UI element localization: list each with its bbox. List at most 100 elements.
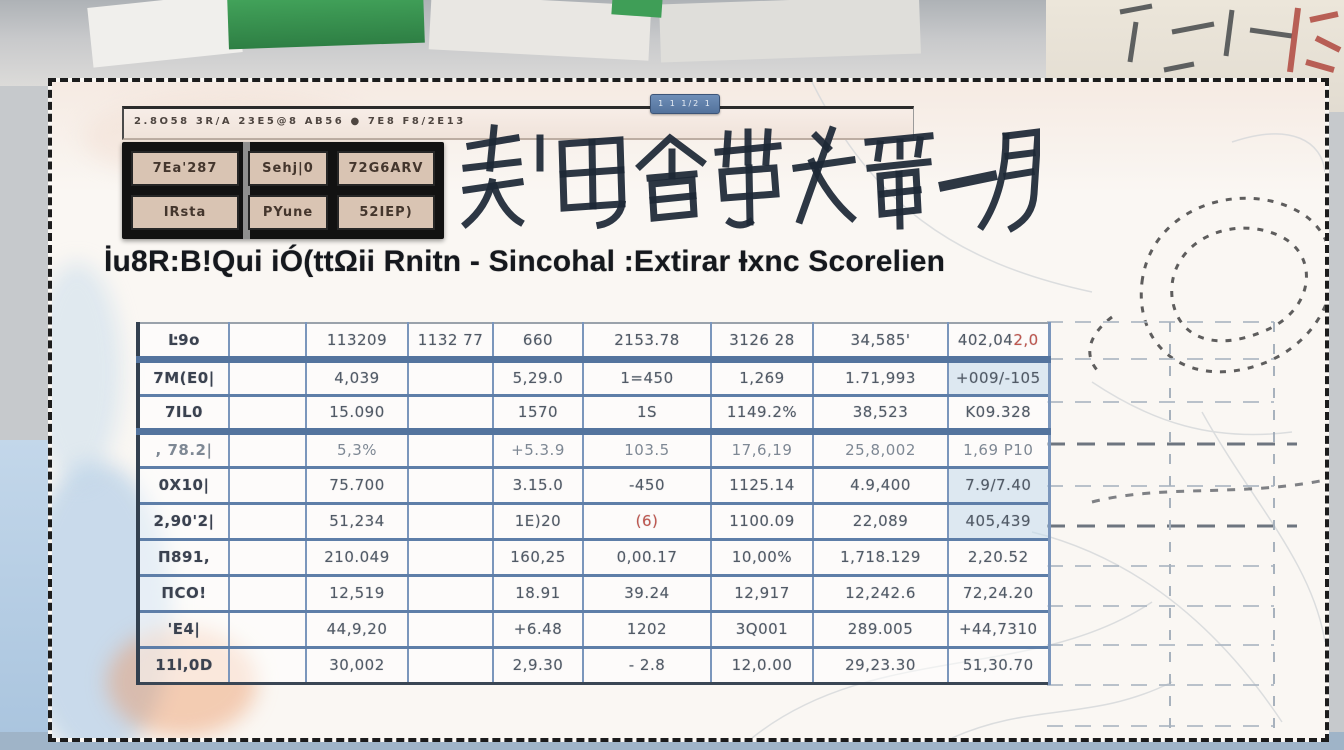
table-cell: +5.3.9	[492, 427, 583, 467]
table-cell: 1,718.129	[812, 537, 948, 575]
table-cell: 0X10|	[136, 465, 229, 503]
table-cell: 51,234	[305, 501, 408, 539]
table-cell	[407, 609, 493, 647]
table-cell: 1570	[492, 393, 583, 431]
map-decor-svg	[751, 82, 1325, 738]
table-cell: 660	[492, 323, 583, 359]
table-cell: 405,439	[947, 501, 1051, 539]
table-cell: 10,00%	[710, 537, 813, 575]
corner-glyph-strokes-icon	[1119, 3, 1342, 73]
table-cell: 2,9.30	[492, 645, 583, 683]
table-cell: K09.328	[947, 393, 1051, 431]
paper-stain	[52, 262, 122, 482]
table-cell: 103.5	[582, 427, 711, 467]
table-cell: 3Q001	[710, 609, 813, 647]
table-cell	[228, 609, 306, 647]
table-cell: 1132 77	[407, 323, 493, 359]
table-cell: 113209	[305, 323, 408, 359]
table-cell: 18.91	[492, 573, 583, 611]
scribble-circle-icon	[1088, 196, 1325, 374]
tab-pill: 1 1 1/2 1	[650, 94, 720, 114]
subtitle: İu8R:B!Qui iÓ(ttΩii Rnitn - Sincohal :Ex…	[104, 245, 946, 278]
table-cell: 2,20.52	[947, 537, 1051, 575]
table-row: Ŀ9o 113209 1132 77 660 2153.78 3126 28 34,585'…	[136, 323, 1051, 359]
table-cell: 5,29.0	[492, 355, 583, 395]
table-cell: 12,519	[305, 573, 408, 611]
table-cell: 2153.78	[582, 323, 711, 359]
table-cell	[407, 393, 493, 431]
table-cell	[407, 537, 493, 575]
table-cell: 12,242.6	[812, 573, 948, 611]
table-cell: 1S	[582, 393, 711, 431]
table-row: 11l,0D 30,002 2,9.30- 2.8 12,0.00 29,23.30 51…	[136, 645, 1051, 683]
table-cell	[407, 355, 493, 395]
table-cell	[407, 465, 493, 503]
data-table: Ŀ9o 113209 1132 77 660 2153.78 3126 28 34,585'…	[136, 322, 1051, 685]
table-cell: +44,7310	[947, 609, 1051, 647]
table-cell: 7IL0	[136, 393, 229, 431]
table-cell: 11l,0D	[136, 645, 229, 683]
table-cell: - 2.8	[582, 645, 711, 683]
table-cell: 1149.2%	[710, 393, 813, 431]
table-row: 0X10| 75.700 3.15.0 -450 1125.14 4.9,400 7.9/7…	[136, 465, 1051, 503]
table-cell: 210.049	[305, 537, 408, 575]
table-cell	[407, 427, 493, 467]
table-cell	[228, 427, 306, 467]
table-cell: 5,3%	[305, 427, 408, 467]
table-cell	[228, 501, 306, 539]
table-cell: 1202	[582, 609, 711, 647]
top-strip-text: 2.8O58 3R/A 23E5@8 AB56 ● 7E8 F8/2E13	[134, 116, 466, 127]
table-cell: 1E)20	[492, 501, 583, 539]
table-row: , 78.2| 5,3% +5.3.9 103.5 17,6,19 25,8,002 1,6…	[136, 427, 1051, 467]
table-cell: 1.71,993	[812, 355, 948, 395]
table-row: 7IL0 15.090 1570 1S 1149.2% 38,523 K09.328	[136, 393, 1051, 431]
table-cell: 1,269	[710, 355, 813, 395]
table-cell	[228, 323, 306, 359]
table-row: 2,90'2| 51,234 1E)20 (6) 1100.09 22,089 405,43…	[136, 501, 1051, 539]
green-paper-piece	[227, 0, 425, 50]
table-cell: 1125.14	[710, 465, 813, 503]
table-row: 'E4| 44,9,20 +6.48 1202 3Q001 289.005 +44,7310	[136, 609, 1051, 647]
table-row: ΠCO! 12,519 18.91 39.24 12,917 12,242.6 72,24.…	[136, 573, 1051, 611]
table-cell: +6.48	[492, 609, 583, 647]
table-row: 7M(E0| 4,039 5,29.0 1=450 1,269 1.71,993 +009/…	[136, 355, 1051, 395]
stamp-cell: 72G6ARV	[337, 151, 435, 186]
table-cell	[228, 537, 306, 575]
table-cell: 17,6,19	[710, 427, 813, 467]
table-cell: 39.24	[582, 573, 711, 611]
background-paper-piece	[659, 0, 921, 63]
table-cell	[228, 645, 306, 683]
table-cell: +009/-105	[947, 355, 1051, 395]
table-cell: 25,8,002	[812, 427, 948, 467]
table-cell: 22,089	[812, 501, 948, 539]
table-cell: 51,30.70	[947, 645, 1051, 683]
table-cell: 7M(E0|	[136, 355, 229, 395]
table-cell: 289.005	[812, 609, 948, 647]
table-cell: Π891,	[136, 537, 229, 575]
table-cell	[407, 501, 493, 539]
table-cell	[407, 573, 493, 611]
table-cell: 'E4|	[136, 609, 229, 647]
table-cell	[228, 393, 306, 431]
document-frame: 2.8O58 3R/A 23E5@8 AB56 ● 7E8 F8/2E13 1 …	[48, 78, 1329, 742]
table-cell: 12,917	[710, 573, 813, 611]
table-cell: 44,9,20	[305, 609, 408, 647]
table-cell: 7.9/7.40	[947, 465, 1051, 503]
table-cell: 1=450	[582, 355, 711, 395]
table-cell: 1,69 P10	[947, 427, 1051, 467]
table-cell: Ŀ9o	[136, 323, 229, 359]
ghost-table-lines	[1047, 321, 1297, 738]
table-cell: 4,039	[305, 355, 408, 395]
table-cell: 2,90'2|	[136, 501, 229, 539]
title-glyphs	[461, 124, 1040, 233]
stamp-cell: IRsta	[131, 195, 239, 230]
stamp-cell: Sehj|0	[248, 151, 328, 186]
table-cell: 3.15.0	[492, 465, 583, 503]
table-cell: 3126 28	[710, 323, 813, 359]
table-row: Π891, 210.049 160,25 0,00.17 10,00% 1,718.129…	[136, 537, 1051, 575]
table-cell	[407, 645, 493, 683]
stamp-cell: PYune	[248, 195, 328, 230]
table-cell: 1100.09	[710, 501, 813, 539]
table-cell: 29,23.30	[812, 645, 948, 683]
document-inner: 2.8O58 3R/A 23E5@8 AB56 ● 7E8 F8/2E13 1 …	[52, 82, 1325, 738]
